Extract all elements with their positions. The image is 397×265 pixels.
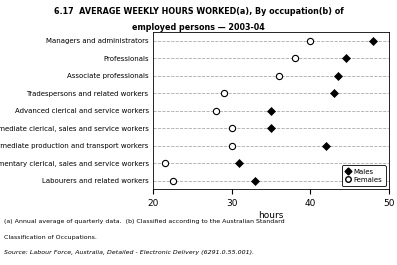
X-axis label: hours: hours xyxy=(258,211,283,220)
Text: Source: Labour Force, Australia, Detailed - Electronic Delivery (6291.0.55.001).: Source: Labour Force, Australia, Detaile… xyxy=(4,250,254,255)
Text: employed persons — 2003-04: employed persons — 2003-04 xyxy=(132,23,265,32)
Text: 6.17  AVERAGE WEEKLY HOURS WORKED(a), By occupation(b) of: 6.17 AVERAGE WEEKLY HOURS WORKED(a), By … xyxy=(54,7,343,16)
Text: (a) Annual average of quarterly data.  (b) Classified according to the Australia: (a) Annual average of quarterly data. (b… xyxy=(4,219,285,224)
Text: Classification of Occupations.: Classification of Occupations. xyxy=(4,235,97,240)
Legend: Males, Females: Males, Females xyxy=(341,165,385,186)
